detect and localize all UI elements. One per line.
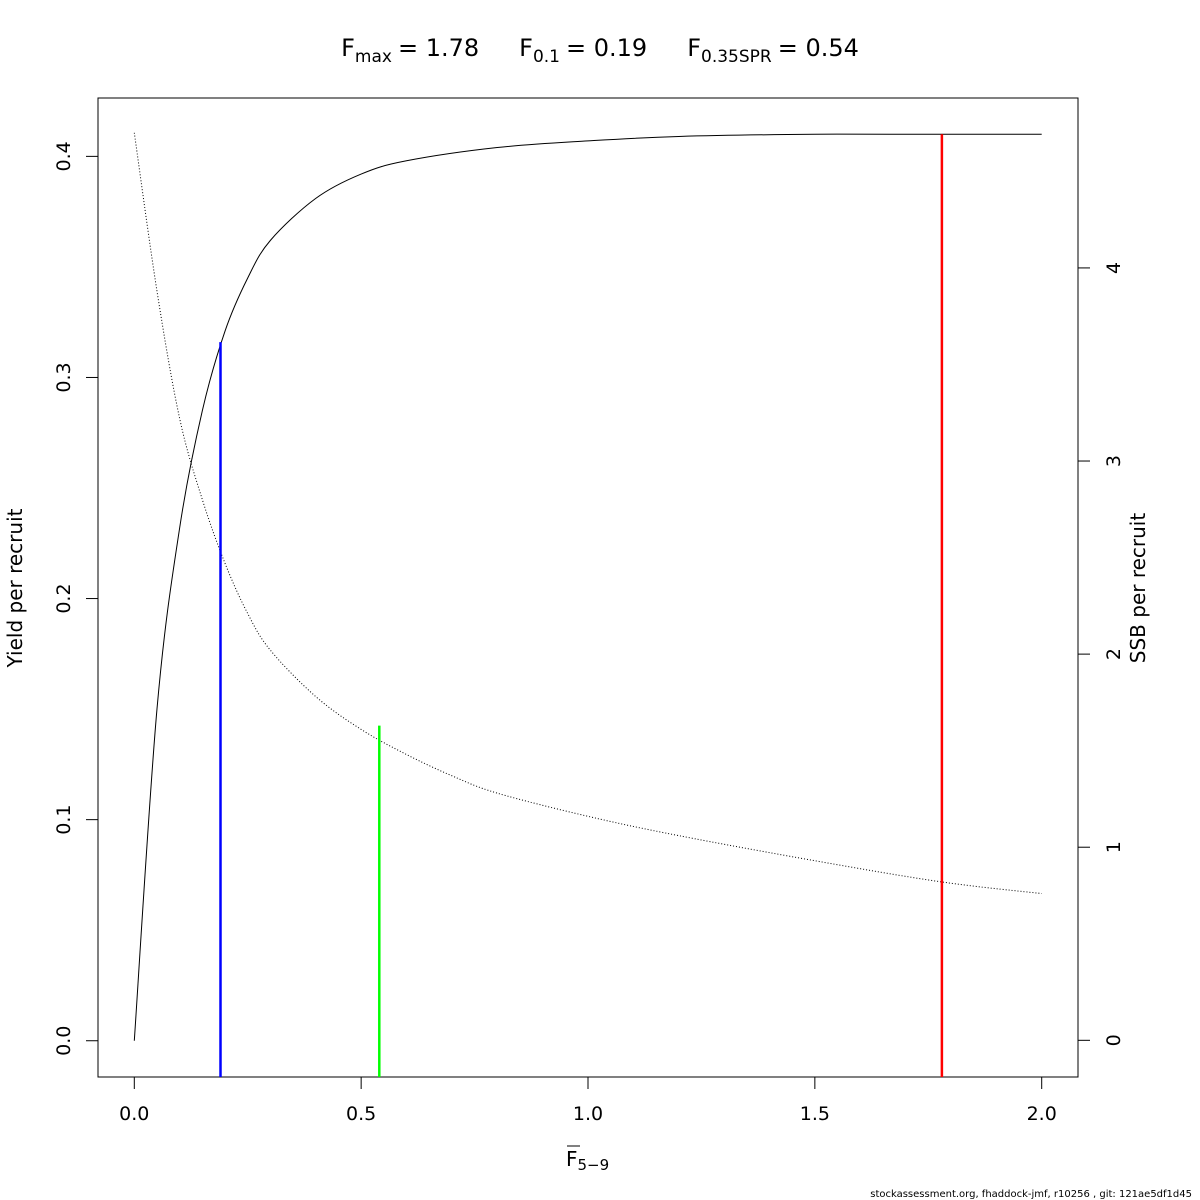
title-symbol: F <box>341 34 355 62</box>
title-subscript: 0.1 <box>533 47 560 67</box>
reference-lines <box>219 134 944 1077</box>
title-value: = 0.19 <box>566 34 647 62</box>
y-axis-left-label: Yield per recruit <box>3 508 27 668</box>
y-axis-right-label: SSB per recruit <box>1126 513 1150 664</box>
y-right-tick-label: 0 <box>1103 1034 1125 1046</box>
title-symbol: F <box>519 34 533 62</box>
y-left-tick-label: 0.1 <box>53 805 75 835</box>
ssb-per-recruit-line <box>133 132 1042 895</box>
y-left-tick-label: 0.3 <box>53 362 75 392</box>
footer-credit: stockassessment.org, fhaddock-jmf, r1025… <box>870 1189 1192 1200</box>
y-left-tick-label: 0.4 <box>53 141 75 171</box>
chart-title: Fmax = 1.78 F0.1 = 0.19 F0.35SPR = 0.54 <box>341 34 859 67</box>
title-subscript: max <box>355 47 392 67</box>
x-tick-label: 2.0 <box>1027 1103 1057 1125</box>
x-axis-label-text: F5−9 <box>566 1147 609 1174</box>
x-tick-label: 1.0 <box>573 1103 603 1125</box>
y-left-tick-label: 0.2 <box>53 583 75 613</box>
x-tick-label: 0.0 <box>119 1103 149 1125</box>
y-left-tick-label: 0.0 <box>53 1026 75 1056</box>
title-subscript: 0.35SPR <box>701 47 772 67</box>
yield-per-recruit-line <box>133 133 1042 1041</box>
y-axis-left: 0.0 0.1 0.2 0.3 0.4 <box>53 141 99 1056</box>
y-right-tick-label: 2 <box>1103 648 1125 660</box>
series-group <box>133 132 1042 1041</box>
y-right-tick-label: 3 <box>1103 455 1125 467</box>
x-axis-label-symbol: F <box>566 1147 578 1171</box>
y-axis-right: 0 1 2 3 4 <box>1077 262 1125 1046</box>
title-symbol: F <box>687 34 701 62</box>
y-right-tick-label: 4 <box>1103 262 1125 274</box>
y-right-tick-label: 1 <box>1103 841 1125 853</box>
x-axis: 0.0 0.5 1.0 1.5 2.0 <box>119 1076 1057 1125</box>
x-axis-label-subscript: 5−9 <box>578 1156 610 1174</box>
x-tick-label: 1.5 <box>800 1103 830 1125</box>
title-value: = 1.78 <box>398 34 479 62</box>
title-value: = 0.54 <box>778 34 859 62</box>
x-tick-label: 0.5 <box>346 1103 376 1125</box>
plot-frame <box>97 97 1079 1078</box>
x-axis-label: F5−9 <box>566 1145 609 1174</box>
chart-title-text: Fmax = 1.78 F0.1 = 0.19 F0.35SPR = 0.54 <box>341 34 859 67</box>
